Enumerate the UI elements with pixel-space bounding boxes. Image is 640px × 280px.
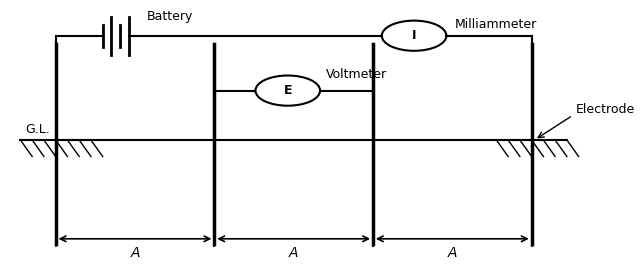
Text: Battery: Battery	[147, 10, 193, 23]
Circle shape	[255, 76, 320, 106]
Text: Voltmeter: Voltmeter	[326, 68, 387, 81]
Text: A: A	[130, 246, 140, 260]
Text: G.L.: G.L.	[25, 123, 50, 136]
Text: A: A	[447, 246, 457, 260]
Text: Milliammeter: Milliammeter	[455, 18, 538, 31]
Circle shape	[382, 21, 447, 51]
Text: I: I	[412, 29, 417, 42]
Text: A: A	[289, 246, 298, 260]
Text: Electrode: Electrode	[576, 103, 635, 116]
Text: E: E	[284, 84, 292, 97]
